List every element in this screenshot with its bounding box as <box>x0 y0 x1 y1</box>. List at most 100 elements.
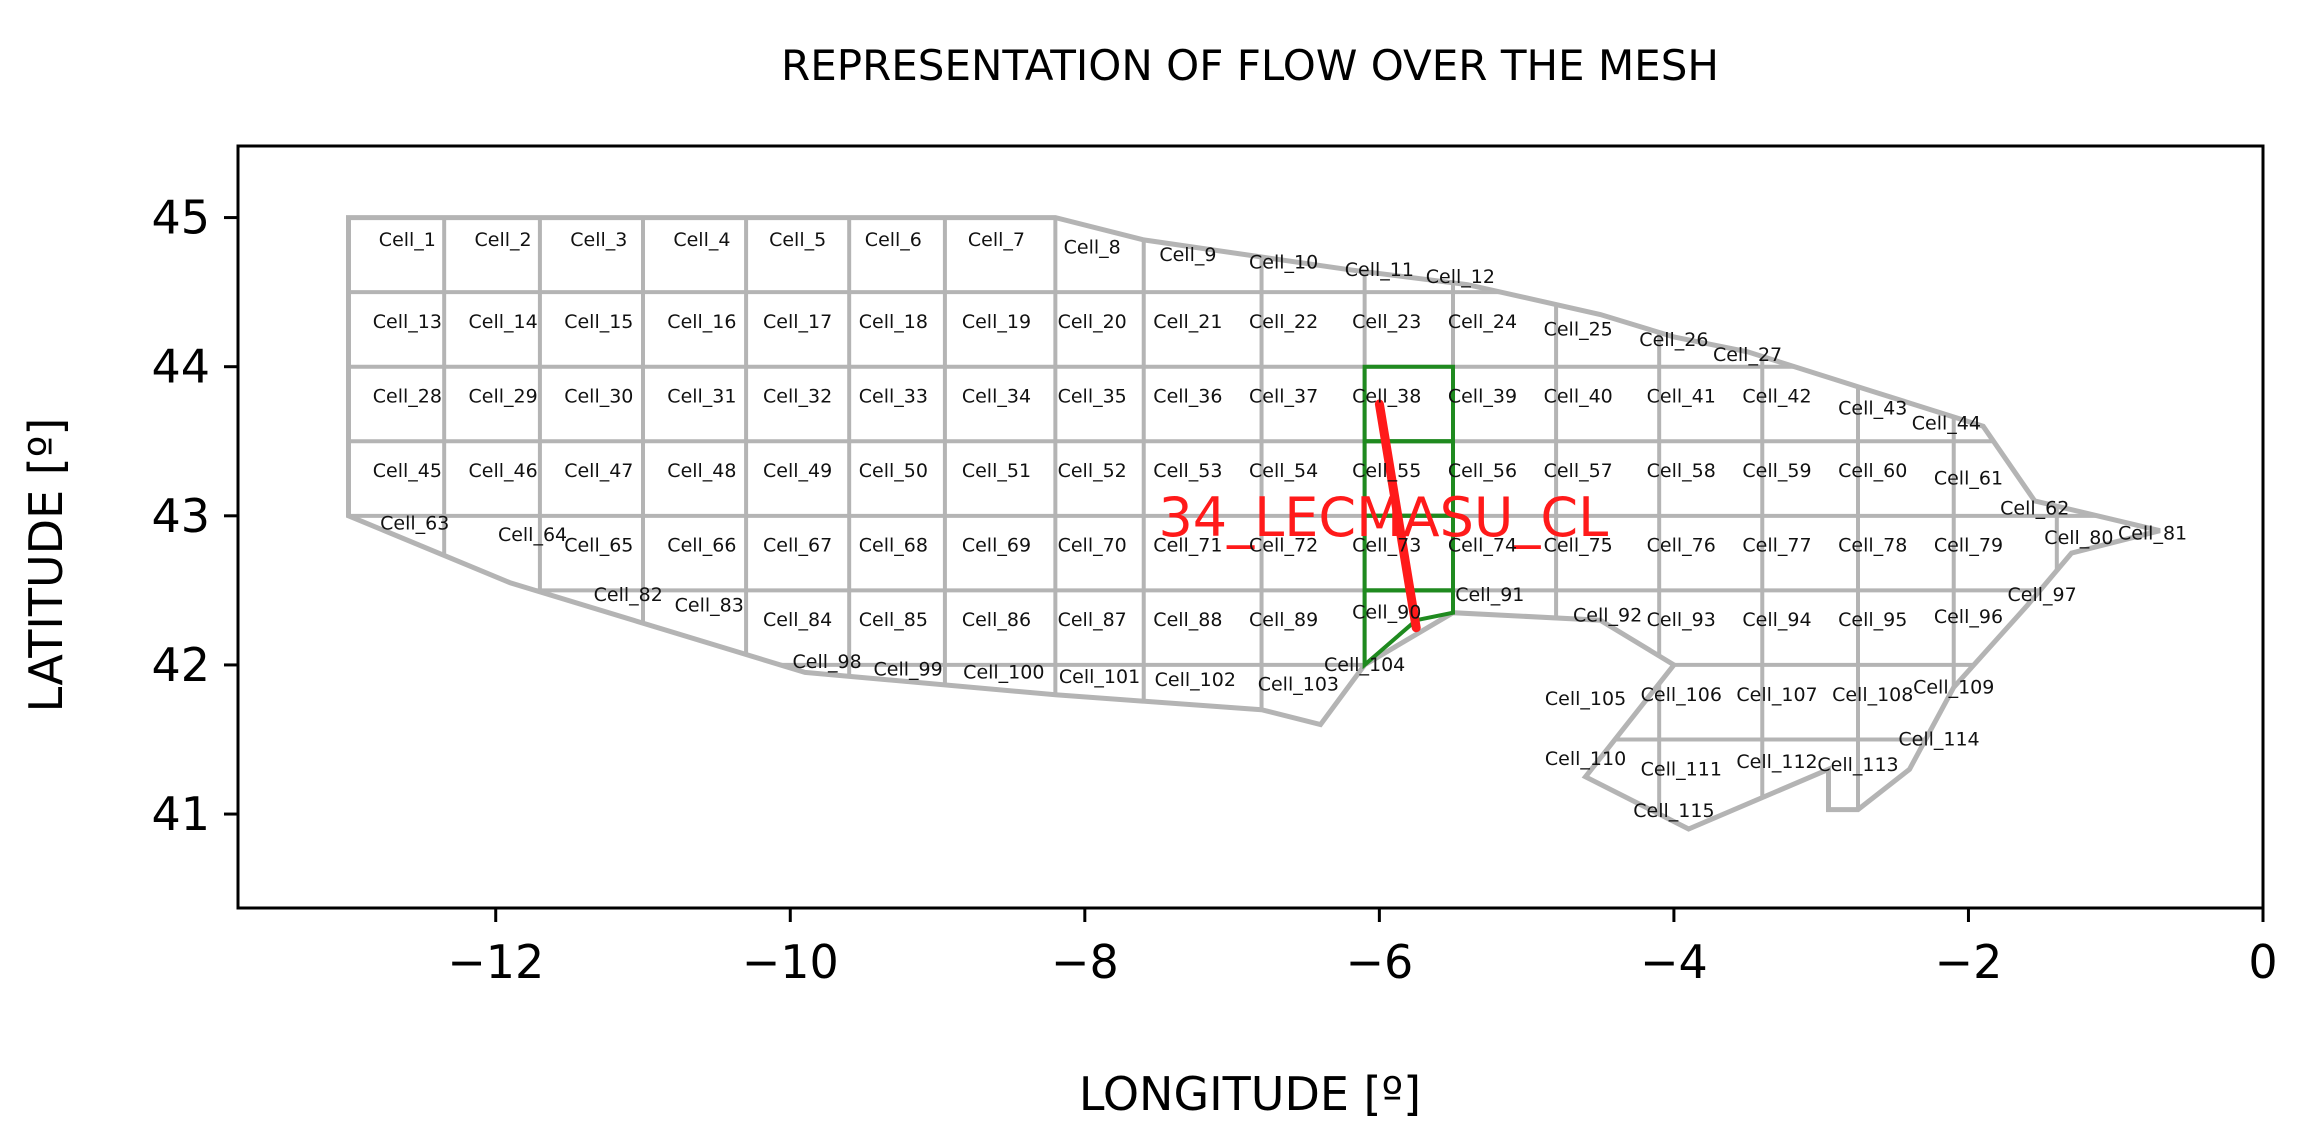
cell-label: Cell_24 <box>1448 311 1517 333</box>
cell-label: Cell_106 <box>1641 684 1722 706</box>
cell-label: Cell_114 <box>1898 728 1979 750</box>
cell-label: Cell_6 <box>865 229 922 251</box>
cell-label: Cell_100 <box>963 661 1044 683</box>
cell-label: Cell_108 <box>1832 684 1913 706</box>
cell-label: Cell_56 <box>1448 460 1517 482</box>
cell-label: Cell_50 <box>859 460 928 482</box>
cell-label: Cell_64 <box>498 524 567 546</box>
cell-label: Cell_73 <box>1352 535 1421 557</box>
cell-label: Cell_10 <box>1249 251 1318 273</box>
highlight-cell <box>1362 588 1455 670</box>
cell-label: Cell_57 <box>1544 460 1613 482</box>
highlighted-cells <box>1362 364 1455 670</box>
y-tick-label: 44 <box>151 340 210 394</box>
cell-label: Cell_104 <box>1324 654 1405 676</box>
cell-label: Cell_26 <box>1639 329 1708 351</box>
chart-title: REPRESENTATION OF FLOW OVER THE MESH <box>781 41 1719 90</box>
cell-label: Cell_76 <box>1647 535 1716 557</box>
cell-label: Cell_103 <box>1258 673 1339 695</box>
cell-label: Cell_5 <box>769 229 826 251</box>
cell-label: Cell_21 <box>1153 311 1222 333</box>
cell-label: Cell_29 <box>468 386 537 408</box>
cell-label: Cell_74 <box>1448 535 1517 557</box>
cell-label: Cell_46 <box>468 460 537 482</box>
cell-label: Cell_68 <box>859 535 928 557</box>
cell-label: Cell_72 <box>1249 535 1318 557</box>
x-tick-label: −12 <box>447 935 544 989</box>
cell-label: Cell_94 <box>1742 609 1811 631</box>
cell-label: Cell_32 <box>763 386 832 408</box>
cell-label: Cell_27 <box>1713 344 1782 366</box>
cell-label: Cell_42 <box>1742 386 1811 408</box>
cell-label: Cell_89 <box>1249 609 1318 631</box>
cell-label: Cell_87 <box>1058 609 1127 631</box>
x-tick-label: −8 <box>1051 935 1119 989</box>
cell-label: Cell_55 <box>1352 460 1421 482</box>
plot-frame <box>236 144 2265 910</box>
cell-label: Cell_52 <box>1058 460 1127 482</box>
cell-label: Cell_40 <box>1544 386 1613 408</box>
cell-label: Cell_33 <box>859 386 928 408</box>
cell-label: Cell_85 <box>859 609 928 631</box>
cell-label: Cell_4 <box>673 229 730 251</box>
cell-label: Cell_99 <box>873 658 942 680</box>
cell-label: Cell_107 <box>1736 684 1817 706</box>
cell-label: Cell_115 <box>1633 800 1714 822</box>
cell-label: Cell_93 <box>1647 609 1716 631</box>
cell-label: Cell_20 <box>1058 311 1127 333</box>
cell-label: Cell_7 <box>968 229 1025 251</box>
flight-route: 34_LECMASU_CL <box>1158 399 1608 633</box>
cell-label: Cell_110 <box>1545 748 1626 770</box>
cell-label: Cell_101 <box>1059 666 1140 688</box>
cell-labels: Cell_1 Cell_2 Cell_3 Cell_4 Cell_5 Cell_6 Cell… <box>373 229 2187 822</box>
cell-label: Cell_109 <box>1913 676 1994 698</box>
cell-label: Cell_51 <box>962 460 1031 482</box>
y-axis-label: LATITUDE [º] <box>19 418 73 713</box>
cell-label: Cell_3 <box>570 229 627 251</box>
x-tick-label: −10 <box>742 935 839 989</box>
x-tick-label: 0 <box>2248 935 2277 989</box>
cell-label: Cell_28 <box>373 386 442 408</box>
cell-label: Cell_61 <box>1934 468 2003 490</box>
cell-label: Cell_44 <box>1912 412 1981 434</box>
cell-label: Cell_36 <box>1153 386 1222 408</box>
cell-label: Cell_8 <box>1064 236 1121 258</box>
cell-label: Cell_11 <box>1345 259 1414 281</box>
cell-label: Cell_30 <box>564 386 633 408</box>
cell-label: Cell_66 <box>667 535 736 557</box>
cell-label: Cell_17 <box>763 311 832 333</box>
cell-label: Cell_83 <box>675 594 744 616</box>
cell-label: Cell_59 <box>1742 460 1811 482</box>
cell-label: Cell_22 <box>1249 311 1318 333</box>
y-axis-ticks: 41 42 43 44 45 <box>151 191 238 841</box>
x-tick-label: −6 <box>1345 935 1413 989</box>
cell-label: Cell_1 <box>379 229 436 251</box>
cell-label: Cell_63 <box>380 512 449 534</box>
cell-label: Cell_86 <box>962 609 1031 631</box>
cell-label: Cell_62 <box>2000 497 2069 519</box>
cell-label: Cell_92 <box>1573 605 1642 627</box>
cell-label: Cell_97 <box>2007 584 2076 606</box>
cell-label: Cell_18 <box>859 311 928 333</box>
cell-label: Cell_54 <box>1249 460 1318 482</box>
cell-label: Cell_35 <box>1058 386 1127 408</box>
cell-label: Cell_80 <box>2044 527 2113 549</box>
cell-label: Cell_90 <box>1352 602 1421 624</box>
cell-label: Cell_75 <box>1544 535 1613 557</box>
cell-label: Cell_78 <box>1838 535 1907 557</box>
cell-label: Cell_23 <box>1352 311 1421 333</box>
cell-label: Cell_48 <box>667 460 736 482</box>
cell-label: Cell_105 <box>1545 688 1626 710</box>
cell-label: Cell_96 <box>1934 606 2003 628</box>
x-axis-label: LONGITUDE [º] <box>1079 1067 1421 1121</box>
cell-label: Cell_67 <box>763 535 832 557</box>
cell-label: Cell_15 <box>564 311 633 333</box>
cell-label: Cell_2 <box>475 229 532 251</box>
cell-label: Cell_45 <box>373 460 442 482</box>
cell-label: Cell_47 <box>564 460 633 482</box>
y-tick-label: 41 <box>151 787 210 841</box>
cell-label: Cell_70 <box>1058 535 1127 557</box>
cell-label: Cell_77 <box>1742 535 1811 557</box>
route-label: 34_LECMASU_CL <box>1158 486 1608 549</box>
cell-label: Cell_13 <box>373 311 442 333</box>
